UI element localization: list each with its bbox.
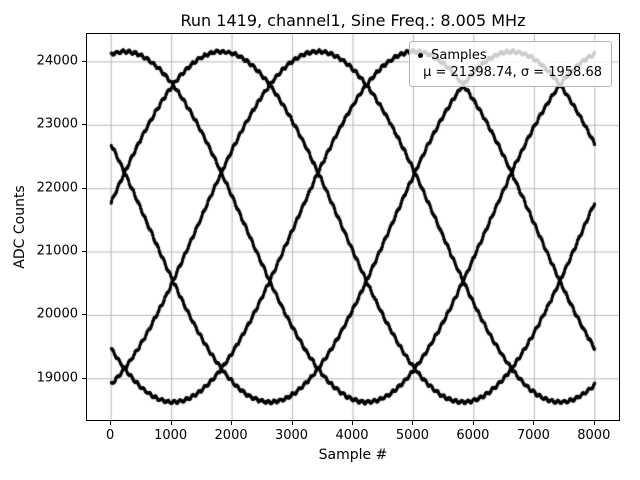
x-tick-label: 7000	[516, 428, 550, 443]
y-tick-label: 19000	[36, 370, 78, 386]
x-tick-mark	[291, 421, 293, 425]
x-tick-label: 5000	[395, 428, 429, 443]
x-tick-label: 2000	[214, 428, 248, 443]
x-tick-mark	[472, 421, 474, 425]
legend-samples-label: Samples	[431, 48, 487, 63]
y-tick-label: 24000	[36, 53, 78, 69]
y-tick-mark	[82, 377, 86, 379]
x-tick-mark	[170, 421, 172, 425]
x-tick-mark	[231, 421, 233, 425]
x-tick-label: 1000	[154, 428, 188, 443]
y-tick-mark	[82, 124, 86, 126]
y-tick-label: 23000	[36, 116, 78, 132]
chart-title: Run 1419, channel1, Sine Freq.: 8.005 MH…	[180, 11, 526, 30]
x-tick-label: 4000	[335, 428, 369, 443]
legend-stats-label: μ = 21398.74, σ = 1958.68	[423, 65, 602, 80]
y-tick-mark	[82, 251, 86, 253]
legend: Samples μ = 21398.74, σ = 1958.68	[409, 41, 612, 87]
legend-entry-samples: Samples	[418, 47, 602, 64]
y-tick-mark	[82, 314, 86, 316]
plot-area: Samples μ = 21398.74, σ = 1958.68	[86, 33, 620, 421]
x-axis-label: Sample #	[318, 447, 388, 463]
y-tick-label: 20000	[36, 306, 78, 322]
x-tick-mark	[533, 421, 535, 425]
y-tick-label: 21000	[36, 243, 78, 259]
y-tick-label: 22000	[36, 180, 78, 196]
x-tick-label: 0	[106, 428, 115, 443]
x-tick-label: 6000	[456, 428, 490, 443]
samples-marker-icon	[418, 53, 424, 58]
y-tick-mark	[82, 187, 86, 189]
x-tick-mark	[110, 421, 112, 425]
x-tick-label: 3000	[274, 428, 309, 443]
x-tick-mark	[593, 421, 595, 425]
x-tick-label: 8000	[577, 428, 611, 443]
x-tick-mark	[412, 421, 414, 425]
x-tick-mark	[352, 421, 353, 425]
samples-scatter-canvas	[87, 34, 619, 420]
y-axis-label: ADC Counts	[12, 185, 28, 269]
y-tick-mark	[82, 60, 86, 62]
